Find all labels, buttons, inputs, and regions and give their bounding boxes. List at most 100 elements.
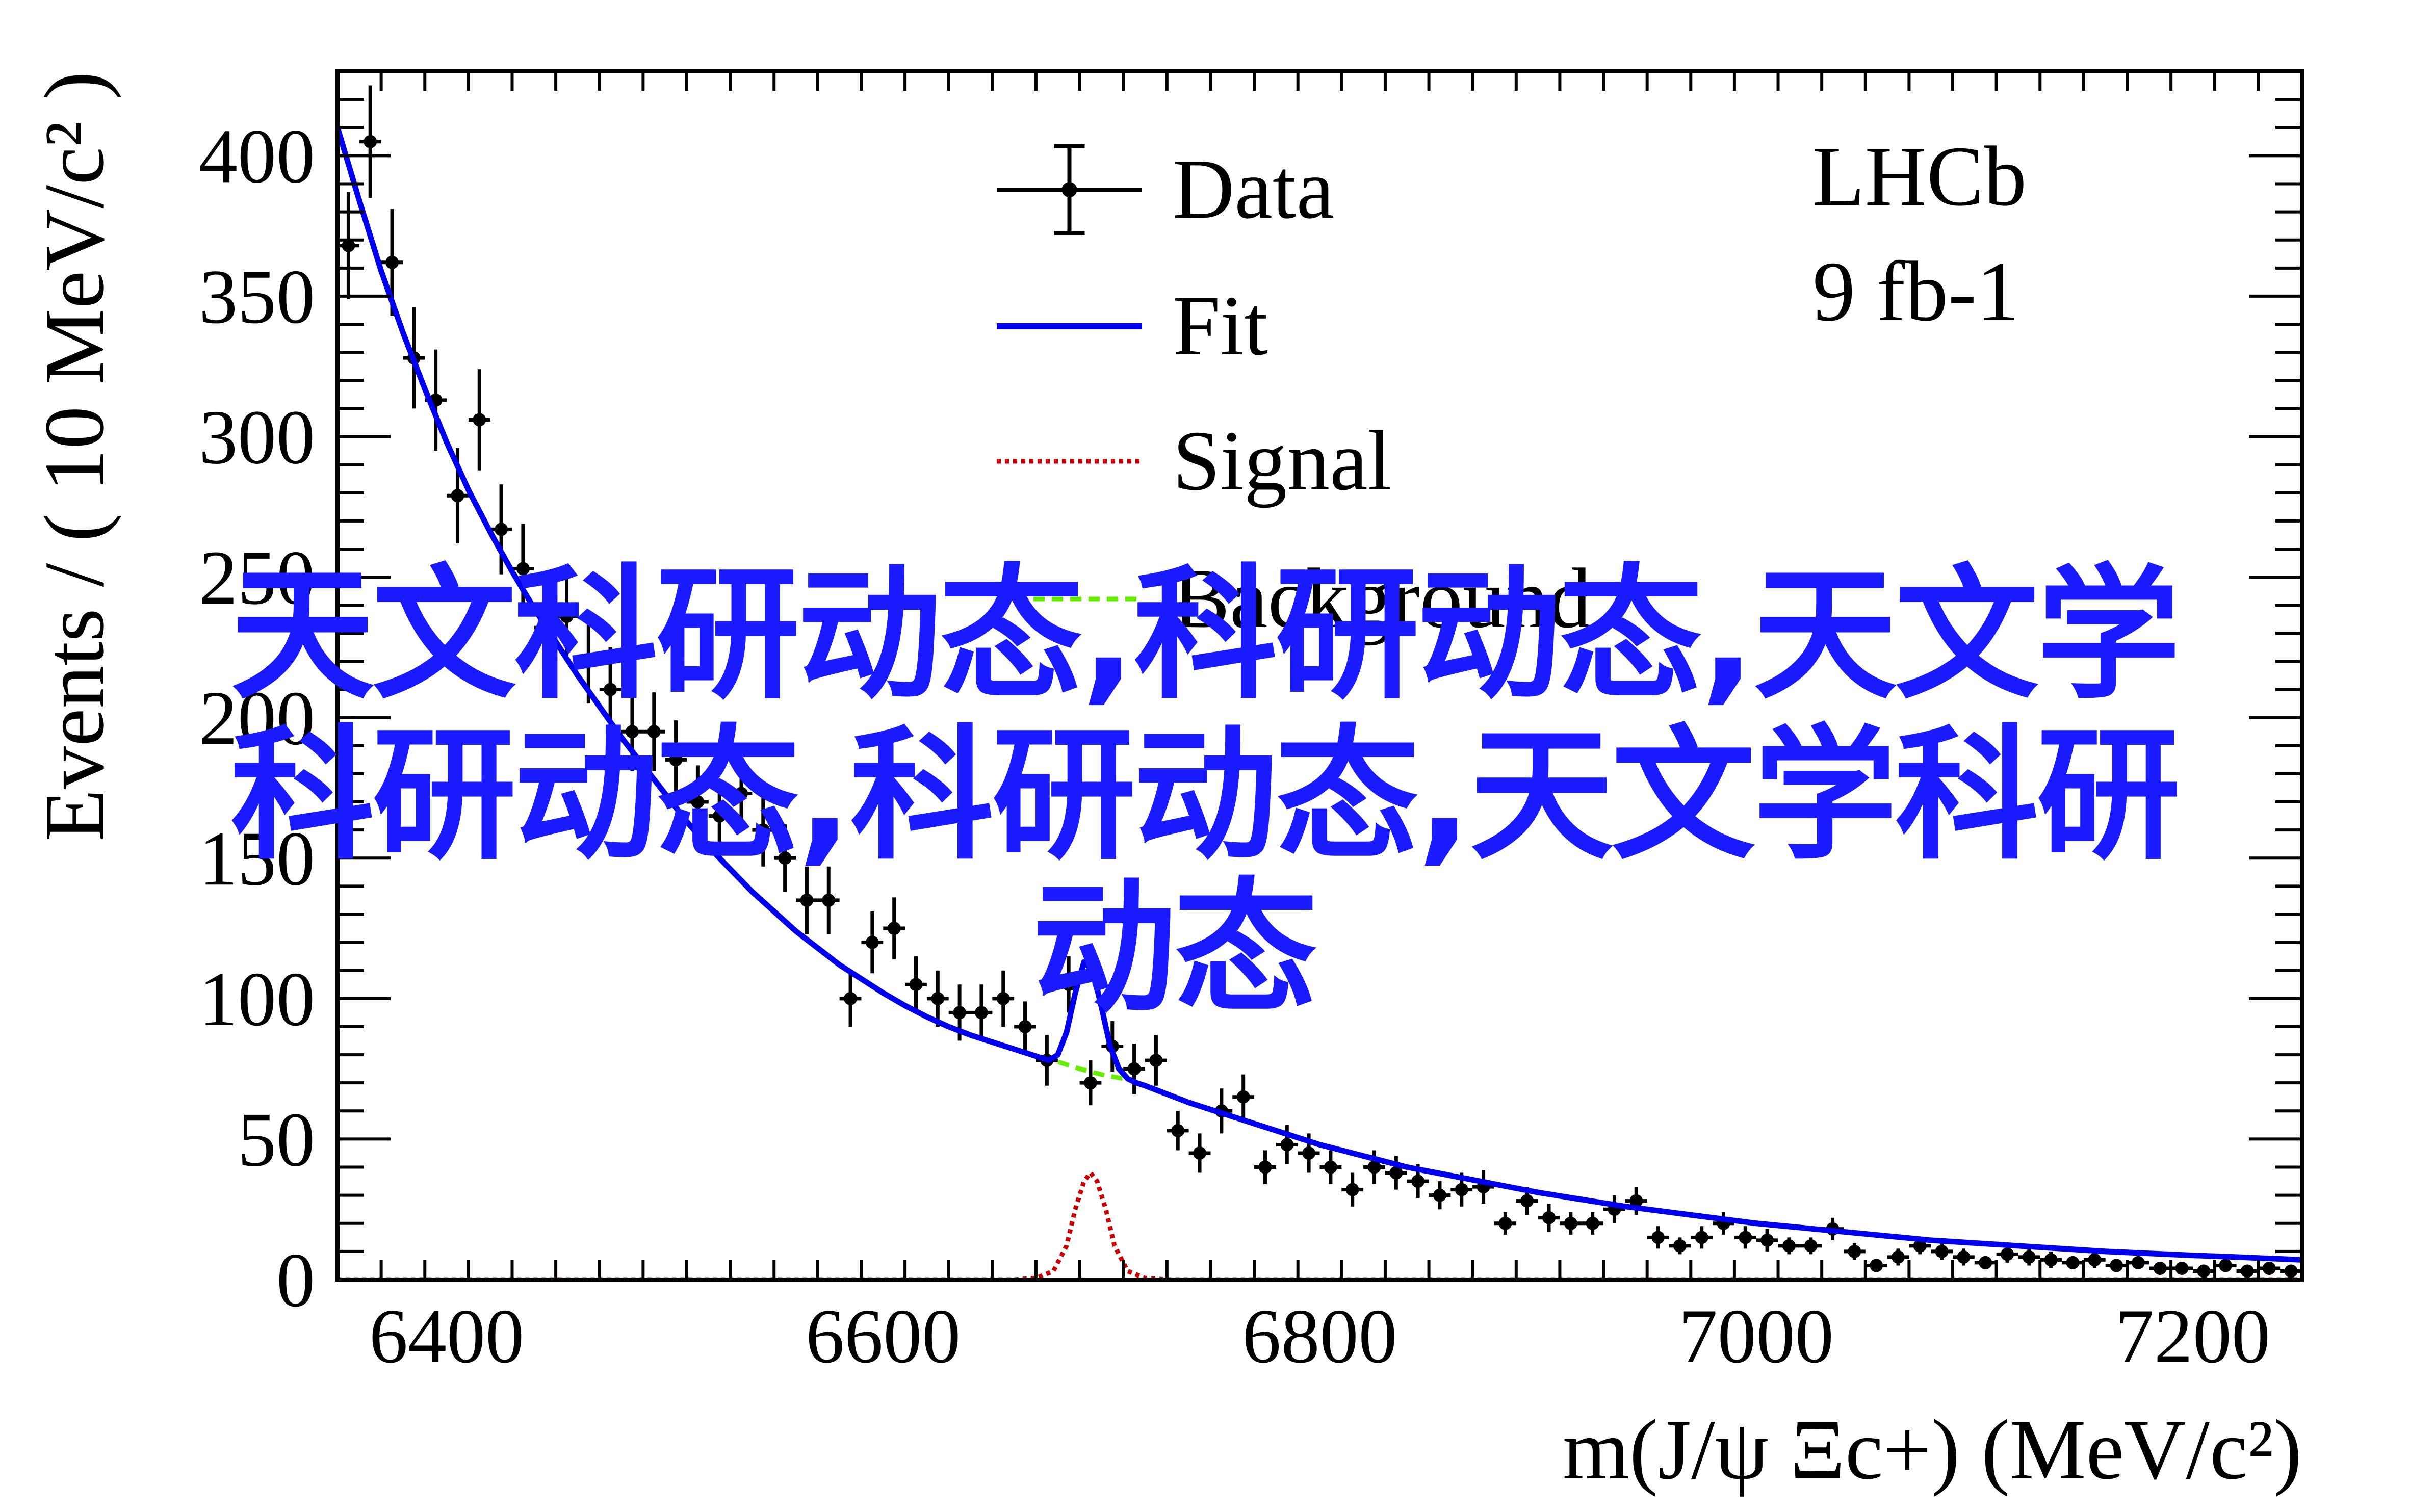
data-point [1887,1248,1909,1266]
data-point [730,757,753,830]
data-point [992,970,1015,1027]
data-marker [2066,1256,2080,1269]
data-marker [1739,1231,1752,1244]
data-point [512,524,534,614]
data-point [1145,1035,1167,1086]
y-tick-label: 350 [199,254,315,340]
data-marker [1564,1216,1577,1230]
data-marker [1083,1076,1097,1090]
data-point [1123,1044,1146,1094]
data-marker [1870,1259,1883,1272]
y-tick-label: 150 [199,816,315,901]
data-point [1953,1248,1975,1266]
y-tick-label: 250 [199,535,315,620]
data-marker [2175,1261,2189,1275]
y-tick-label: 300 [199,395,315,480]
data-marker [2240,1264,2254,1278]
plot-area [338,85,2302,1280]
data-point [556,574,578,659]
data-point [1691,1226,1713,1249]
data-marker [1258,1160,1272,1174]
data-point [1298,1133,1320,1173]
legend-entry: Signal [997,413,1391,508]
data-point [2083,1251,2106,1268]
data-marker [647,725,661,739]
legend: Data Fit Signal Background [997,142,1591,646]
data-marker [2153,1261,2167,1275]
data-marker [691,795,705,809]
data-point [2236,1264,2259,1278]
data-marker [1411,1175,1425,1188]
data-point [2192,1264,2215,1278]
data-point [1429,1181,1451,1210]
data-marker [931,992,945,1005]
data-point [1341,1172,1364,1207]
data-point [1079,1060,1102,1106]
signal-curve [338,1169,2302,1280]
data-point [1800,1237,1822,1255]
data-marker [1455,1183,1468,1196]
data-marker [1848,1244,1861,1258]
data-marker [887,922,901,935]
data-point [970,984,993,1041]
data-marker [451,489,464,503]
data-point [1756,1229,1778,1252]
data-point [774,824,796,892]
data-point [861,911,884,974]
data-marker [342,239,355,252]
data-marker [2197,1264,2211,1278]
data-marker [495,523,508,536]
legend-entry: Fit [997,278,1268,373]
data-marker [364,135,377,148]
data-marker [385,255,399,269]
data-marker [974,1006,988,1020]
data-point [1560,1212,1582,1235]
fit-curve [338,126,2302,1263]
data-marker [669,753,683,767]
legend-label: Fit [1173,278,1268,373]
legend-label: Signal [1173,413,1391,508]
data-marker [473,413,486,427]
data-marker [1695,1231,1708,1244]
legend-data-marker [1061,182,1077,197]
data-marker [1149,1054,1163,1067]
data-marker [1804,1239,1818,1253]
legend-entry: Data [997,142,1334,237]
data-marker [1193,1146,1207,1160]
data-marker [1127,1062,1141,1076]
data-point [817,866,840,934]
overlay-text-line-1: 天文科研动态,科研动态,天文学 [230,551,2180,719]
data-point [1647,1226,1669,1249]
data-point [643,692,665,771]
data-marker [1913,1239,1927,1253]
data-point [1734,1226,1756,1249]
axes: 6400 6600 6800 7000 7200 0 50 100 150 200 250 300 35… [199,69,2304,1379]
data-marker [953,1006,967,1020]
x-tick-label: 6400 [369,1293,524,1379]
data-marker [2044,1253,2058,1267]
data-point [665,720,687,799]
data-point [1188,1133,1211,1173]
data-point [2171,1261,2193,1275]
data-point [1516,1187,1538,1215]
data-point [621,692,643,771]
x-tick-label: 6600 [806,1293,961,1379]
data-point [1232,1074,1255,1119]
data-point [1167,1111,1189,1151]
data-point [1931,1243,1953,1260]
data-marker [735,787,748,800]
data-marker [2131,1256,2145,1269]
data-point [2258,1261,2281,1275]
data-marker [1542,1211,1556,1224]
data-marker [604,683,617,696]
data-marker [1324,1160,1337,1174]
data-marker [1629,1194,1643,1208]
x-tick-label: 6800 [1242,1293,1397,1379]
data-marker [1367,1160,1381,1174]
data-marker [844,992,858,1005]
data-marker [1433,1188,1446,1202]
data-point [2214,1259,2237,1272]
data-point [2018,1248,2040,1266]
y-tick-label: 50 [238,1097,315,1182]
